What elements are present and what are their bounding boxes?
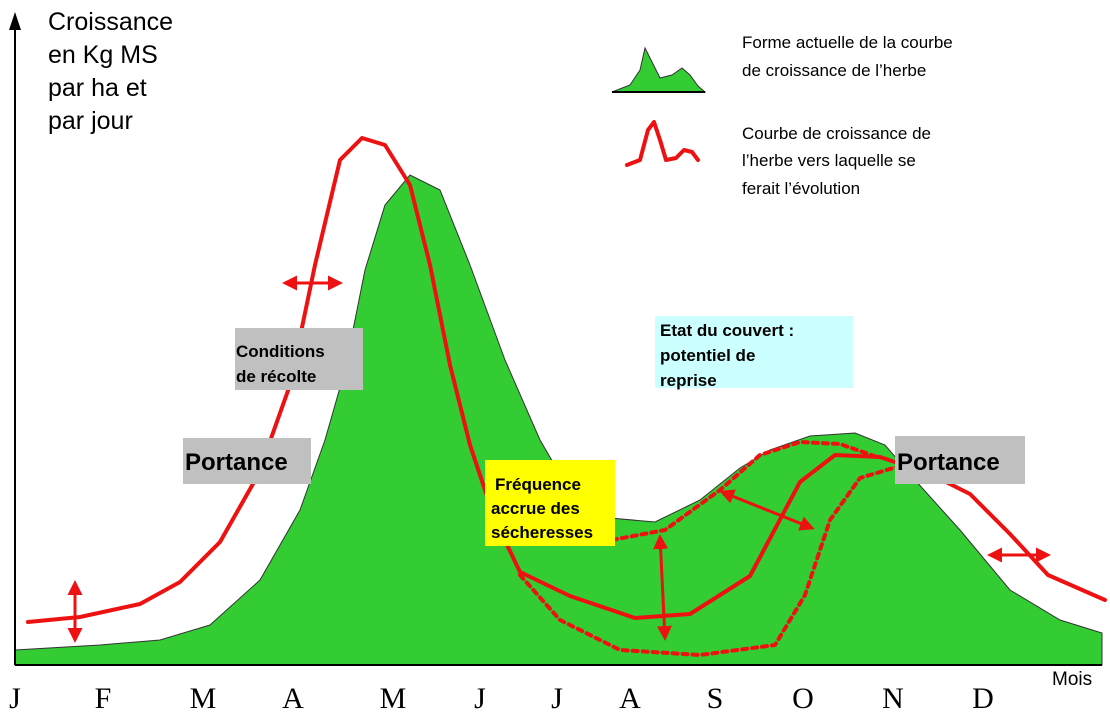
month-label: M [380, 682, 407, 715]
y-label-line: Croissance [48, 8, 173, 36]
month-label: A [282, 682, 304, 715]
annotation-text: potentiel de [660, 346, 755, 365]
legend-text: Forme actuelle de la courbe [742, 33, 953, 52]
month-label: M [190, 682, 217, 715]
month-label: S [707, 682, 724, 715]
month-label: J [551, 682, 563, 715]
annotation-text: Portance [897, 449, 1000, 476]
annotation-text: Fréquence [495, 475, 581, 494]
y-label-line: par ha et [48, 74, 147, 102]
legend-text: l’herbe vers laquelle se [742, 151, 916, 170]
y-axis-arrow [9, 12, 21, 30]
legend: Forme actuelle de la courbe de croissanc… [742, 33, 953, 198]
legend-red-curve [625, 120, 700, 167]
month-label: F [95, 682, 112, 715]
legend-text: ferait l’évolution [742, 179, 860, 198]
x-axis-label: Mois [1052, 669, 1092, 690]
dotted-curve-lower [518, 464, 902, 657]
annotation-text: reprise [660, 371, 717, 390]
legend-text: Courbe de croissance de [742, 124, 931, 143]
month-label: J [474, 682, 486, 715]
y-axis-label: Croissance en Kg MS par ha et par jour [48, 8, 173, 135]
portance-box [183, 438, 311, 484]
month-label: A [619, 682, 641, 715]
arrow [653, 534, 672, 641]
month-label: J [9, 682, 21, 715]
y-label-line: en Kg MS [48, 41, 158, 69]
annotation-text: sécheresses [491, 523, 593, 542]
y-label-line: par jour [48, 107, 133, 135]
annotation-text: Etat du couvert : [660, 321, 794, 340]
annotation-text: accrue des [491, 499, 580, 518]
etat-box [655, 316, 853, 388]
legend-text: de croissance de l’herbe [742, 61, 926, 80]
month-label: D [972, 682, 994, 715]
arrow [719, 489, 815, 531]
legend-green-shape [611, 46, 707, 93]
annotation-text: Portance [185, 449, 288, 476]
conditions-box [235, 328, 363, 390]
annotation-text: Conditions [236, 342, 325, 361]
month-label: N [882, 682, 904, 715]
frequence-box [485, 460, 615, 546]
annotation-text: de récolte [236, 367, 316, 386]
portance-box [895, 436, 1025, 484]
dotted-curve-upper [610, 440, 882, 542]
month-label: O [792, 682, 814, 715]
